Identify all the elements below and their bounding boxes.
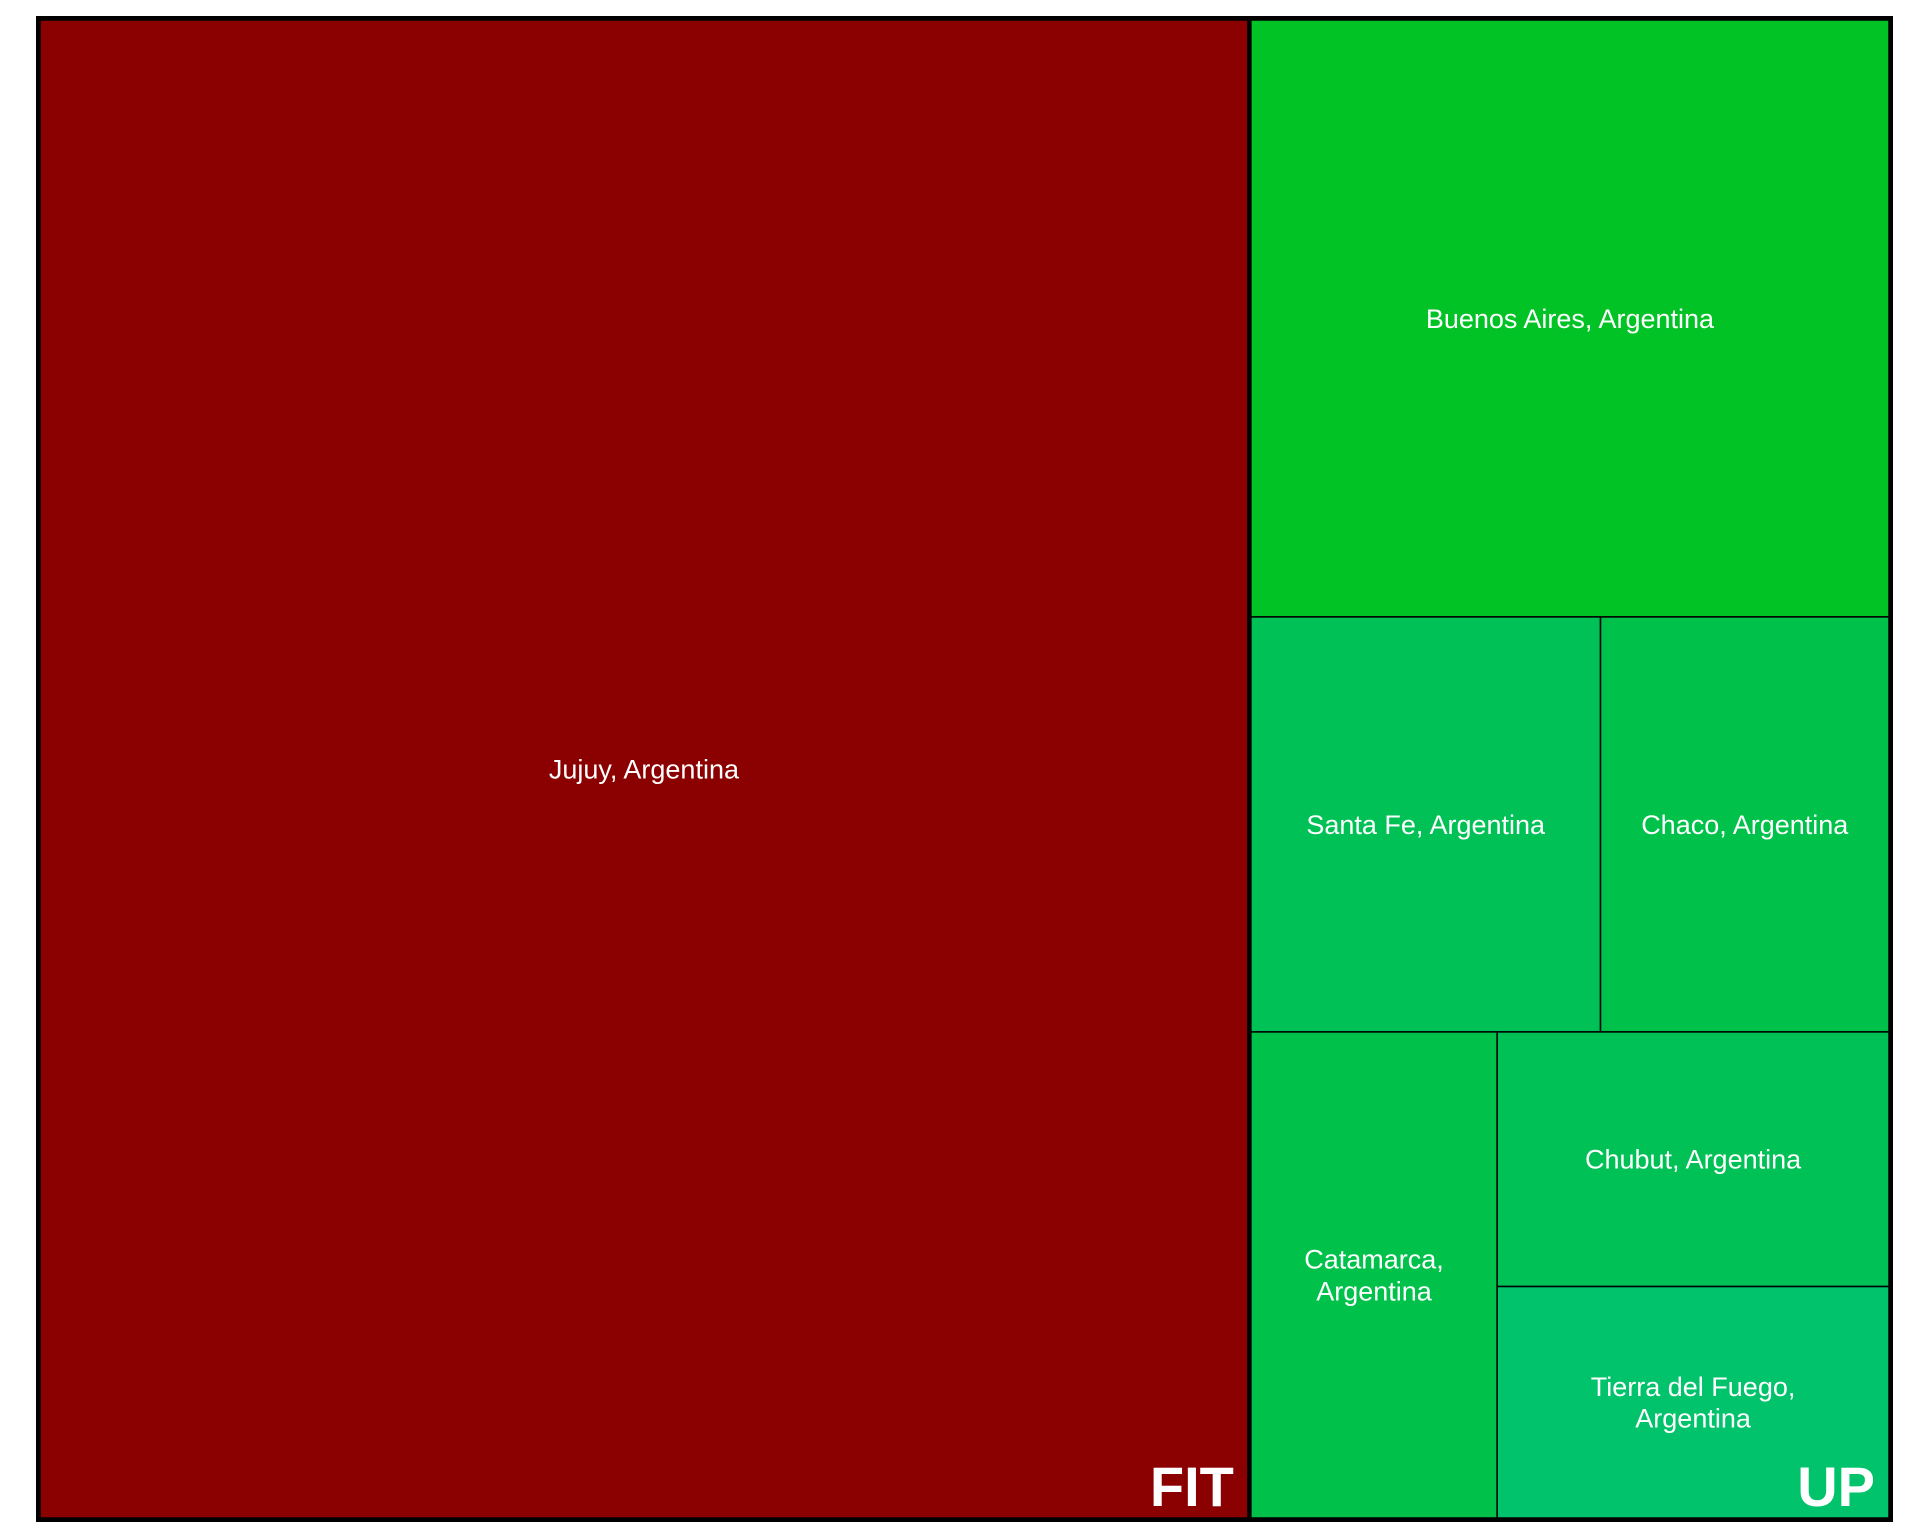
treemap-tile-label: Catamarca, Argentina <box>1304 1244 1444 1306</box>
treemap-tile-tierra-del-fuego-argentina: Tierra del Fuego, Argentina <box>1496 1285 1889 1518</box>
treemap-tile-label: Chubut, Argentina <box>1585 1145 1802 1175</box>
treemap-tile-label: Tierra del Fuego, Argentina <box>1591 1372 1796 1434</box>
treemap-tile-chaco-argentina: Chaco, Argentina <box>1599 616 1889 1033</box>
treemap-tile-rect <box>1250 1031 1498 1518</box>
treemap-tile-label: Santa Fe, Argentina <box>1306 810 1546 840</box>
treemap-tile-jujuy-argentina: Jujuy, Argentina <box>40 20 1249 1518</box>
treemap-svg: Jujuy, Argentina FIT Buenos Aires, Argenti… <box>40 20 1889 1518</box>
treemap-tile-chubut-argentina: Chubut, Argentina <box>1496 1031 1889 1288</box>
treemap-tile-santa-fe-argentina: Santa Fe, Argentina <box>1250 616 1602 1033</box>
treemap-chart: Jujuy, Argentina FIT Buenos Aires, Argenti… <box>36 16 1893 1522</box>
treemap-tile-rect <box>40 20 1249 1518</box>
treemap-tile-rect <box>1250 20 1889 618</box>
treemap-tile-catamarca-argentina: Catamarca, Argentina <box>1250 1031 1498 1518</box>
treemap-tile-buenos-aires-argentina: Buenos Aires, Argentina <box>1250 20 1889 618</box>
treemap-tile-rect <box>1599 616 1889 1033</box>
treemap-tile-rect <box>1496 1285 1889 1518</box>
treemap-group-label-fit: FIT <box>1150 1455 1234 1518</box>
treemap-tile-label: Jujuy, Argentina <box>549 754 740 784</box>
treemap-group-label-up: UP <box>1797 1455 1875 1518</box>
treemap-tile-label: Chaco, Argentina <box>1641 810 1849 840</box>
treemap-tile-label: Buenos Aires, Argentina <box>1426 304 1715 334</box>
treemap-tile-rect <box>1496 1031 1889 1288</box>
